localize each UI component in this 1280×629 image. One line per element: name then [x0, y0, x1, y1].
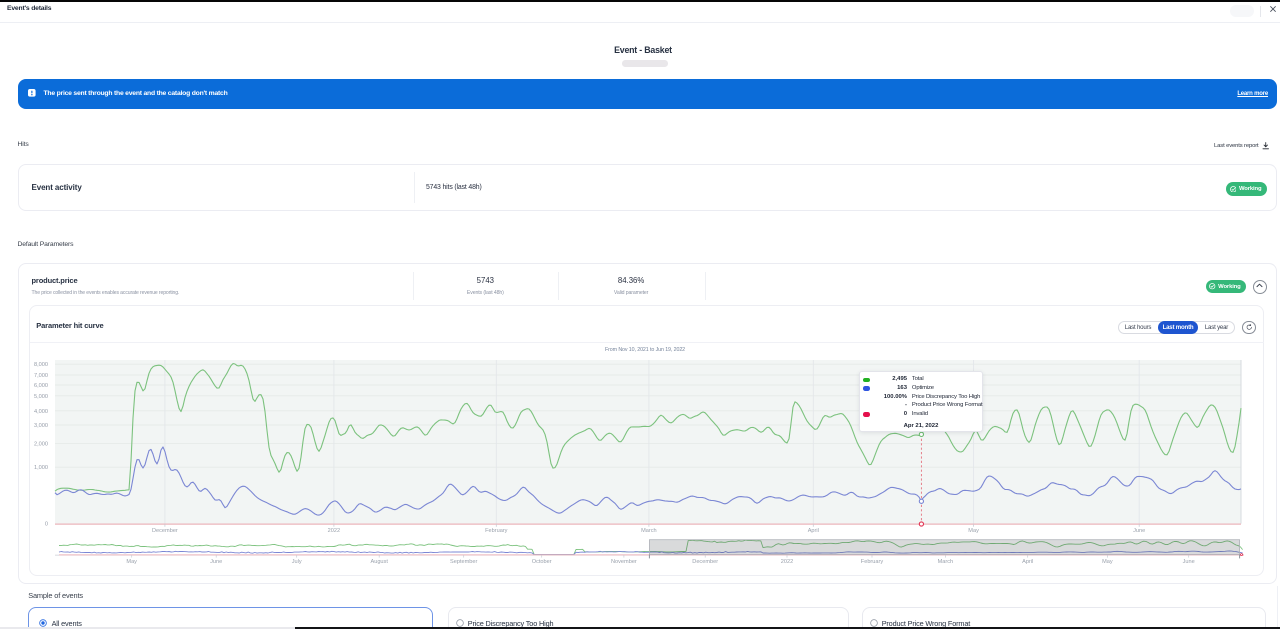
- svg-text:3,000: 3,000: [34, 423, 48, 429]
- svg-text:November: November: [611, 559, 637, 565]
- svg-text:February: February: [485, 528, 508, 534]
- svg-text:May: May: [1102, 559, 1113, 565]
- svg-text:December: December: [692, 559, 718, 565]
- svg-text:6,000: 6,000: [34, 383, 48, 389]
- svg-text:2,000: 2,000: [34, 442, 48, 448]
- svg-text:July: July: [292, 559, 302, 565]
- svg-text:May: May: [126, 559, 137, 565]
- svg-text:June: June: [210, 559, 222, 565]
- svg-text:March: March: [938, 559, 954, 565]
- svg-text:May: May: [968, 528, 979, 534]
- svg-text:February: February: [861, 559, 884, 565]
- svg-text:October: October: [532, 559, 552, 565]
- svg-text:December: December: [152, 528, 178, 534]
- svg-text:8,000: 8,000: [34, 362, 48, 368]
- svg-text:September: September: [450, 559, 477, 565]
- svg-text:August: August: [370, 559, 388, 565]
- svg-text:June: June: [1183, 559, 1195, 565]
- svg-text:1,000: 1,000: [34, 465, 48, 471]
- svg-text:7,000: 7,000: [34, 373, 48, 379]
- svg-text:June: June: [1133, 528, 1145, 534]
- svg-text:2022: 2022: [781, 559, 793, 565]
- svg-text:April: April: [808, 528, 819, 534]
- svg-text:April: April: [1022, 559, 1033, 565]
- svg-text:March: March: [641, 528, 657, 534]
- svg-text:5,000: 5,000: [34, 394, 48, 400]
- svg-text:4,000: 4,000: [34, 409, 48, 415]
- svg-text:2022: 2022: [328, 528, 340, 534]
- svg-text:0: 0: [45, 522, 48, 528]
